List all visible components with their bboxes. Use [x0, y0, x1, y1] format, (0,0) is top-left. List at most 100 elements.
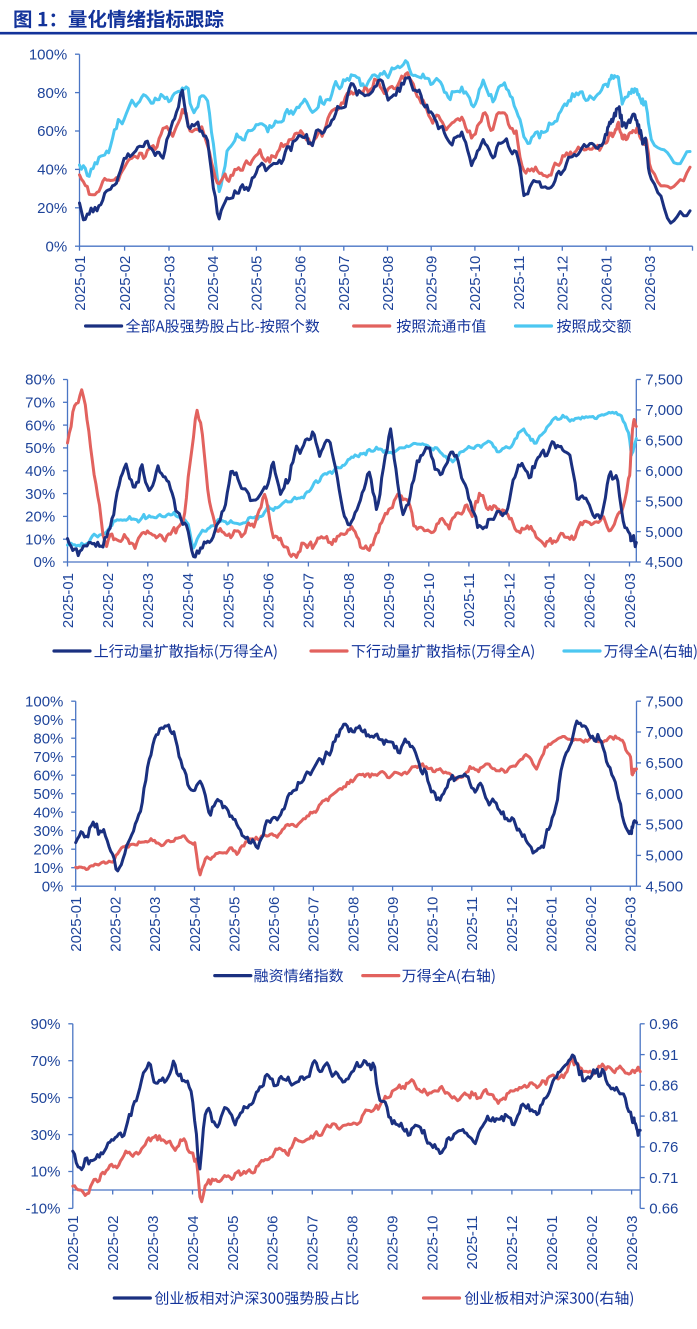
svg-text:2026-01: 2026-01	[544, 1216, 561, 1271]
svg-text:10%: 10%	[33, 860, 63, 877]
svg-text:2025-03: 2025-03	[145, 1216, 162, 1271]
svg-text:2025-12: 2025-12	[504, 1216, 521, 1271]
svg-text:2025-06: 2025-06	[261, 573, 278, 628]
svg-text:90%: 90%	[30, 1016, 60, 1033]
svg-text:0.76: 0.76	[649, 1139, 678, 1156]
svg-text:2026-02: 2026-02	[583, 897, 600, 952]
svg-text:2025-04: 2025-04	[180, 573, 197, 628]
svg-text:2025-06: 2025-06	[292, 256, 309, 311]
svg-text:2026-01: 2026-01	[542, 573, 559, 628]
svg-text:2025-09: 2025-09	[385, 897, 402, 952]
svg-text:100%: 100%	[25, 693, 63, 710]
svg-text:2025-07: 2025-07	[305, 1216, 322, 1271]
svg-text:2025-03: 2025-03	[161, 256, 178, 311]
svg-text:2025-03: 2025-03	[147, 897, 164, 952]
svg-text:2025-02: 2025-02	[108, 897, 125, 952]
svg-text:5,500: 5,500	[645, 493, 683, 510]
svg-text:7,000: 7,000	[646, 724, 684, 741]
svg-text:2025-10: 2025-10	[421, 573, 438, 628]
svg-text:2025-11: 2025-11	[464, 897, 481, 951]
svg-text:50%: 50%	[25, 440, 55, 457]
svg-text:2026-02: 2026-02	[582, 573, 599, 628]
svg-text:40%: 40%	[25, 463, 55, 480]
svg-text:6,500: 6,500	[645, 433, 683, 450]
svg-text:2026-03: 2026-03	[623, 897, 640, 952]
svg-text:2026-03: 2026-03	[642, 256, 659, 311]
svg-text:2025-11: 2025-11	[511, 256, 528, 310]
svg-text:2025-11: 2025-11	[464, 1216, 481, 1270]
svg-text:50%: 50%	[33, 786, 63, 803]
svg-text:2025-11: 2025-11	[461, 573, 478, 627]
svg-text:2025-06: 2025-06	[266, 897, 283, 952]
svg-text:2025-09: 2025-09	[384, 1216, 401, 1271]
svg-text:7,000: 7,000	[645, 402, 683, 419]
svg-text:0%: 0%	[34, 554, 56, 571]
svg-text:6,000: 6,000	[646, 786, 684, 803]
svg-text:5,000: 5,000	[645, 524, 683, 541]
svg-text:2025-07: 2025-07	[301, 573, 318, 628]
svg-text:2025-12: 2025-12	[555, 256, 572, 311]
svg-text:10%: 10%	[30, 1164, 60, 1181]
svg-text:7,500: 7,500	[645, 372, 683, 389]
svg-text:70%: 70%	[30, 1053, 60, 1070]
svg-text:50%: 50%	[30, 1090, 60, 1107]
svg-text:2025-08: 2025-08	[345, 1216, 362, 1271]
svg-text:0.81: 0.81	[649, 1108, 678, 1125]
svg-text:7,500: 7,500	[646, 693, 684, 710]
svg-text:2025-07: 2025-07	[306, 897, 323, 952]
svg-text:80%: 80%	[33, 730, 63, 747]
svg-text:2025-05: 2025-05	[225, 1216, 242, 1271]
svg-text:2026-01: 2026-01	[543, 897, 560, 952]
svg-text:-10%: -10%	[25, 1201, 60, 1218]
svg-text:4,500: 4,500	[645, 554, 683, 571]
svg-text:70%: 70%	[25, 395, 55, 412]
svg-text:2025-06: 2025-06	[265, 1216, 282, 1271]
svg-text:2025-10: 2025-10	[467, 256, 484, 311]
svg-text:0.66: 0.66	[649, 1201, 678, 1218]
svg-text:2025-05: 2025-05	[249, 256, 266, 311]
svg-text:30%: 30%	[30, 1127, 60, 1144]
svg-text:6,500: 6,500	[646, 755, 684, 772]
svg-text:2025-08: 2025-08	[345, 897, 362, 952]
svg-text:60%: 60%	[33, 767, 63, 784]
svg-text:2025-12: 2025-12	[501, 573, 518, 628]
svg-text:0.71: 0.71	[649, 1170, 678, 1187]
svg-text:20%: 20%	[33, 841, 63, 858]
svg-text:60%: 60%	[25, 417, 55, 434]
svg-text:0%: 0%	[46, 238, 68, 255]
svg-text:2025-02: 2025-02	[105, 1216, 122, 1271]
svg-text:4,500: 4,500	[646, 878, 684, 895]
svg-text:2025-01: 2025-01	[72, 256, 89, 311]
svg-text:80%: 80%	[37, 85, 67, 102]
svg-text:0.96: 0.96	[649, 1016, 678, 1033]
svg-text:40%: 40%	[37, 162, 67, 179]
svg-text:2025-09: 2025-09	[381, 573, 398, 628]
svg-text:0%: 0%	[42, 878, 64, 895]
svg-text:2025-03: 2025-03	[140, 573, 157, 628]
svg-text:2025-05: 2025-05	[220, 573, 237, 628]
svg-text:30%: 30%	[33, 823, 63, 840]
svg-text:5,500: 5,500	[646, 817, 684, 834]
svg-text:2025-12: 2025-12	[504, 897, 521, 952]
svg-text:2025-01: 2025-01	[60, 573, 77, 628]
svg-text:2025-02: 2025-02	[117, 256, 134, 311]
svg-text:30%: 30%	[25, 486, 55, 503]
svg-text:2025-05: 2025-05	[227, 897, 244, 952]
svg-text:70%: 70%	[33, 749, 63, 766]
svg-text:90%: 90%	[33, 712, 63, 729]
svg-text:2026-03: 2026-03	[622, 573, 639, 628]
svg-text:2025-08: 2025-08	[341, 573, 358, 628]
svg-text:2025-02: 2025-02	[100, 573, 117, 628]
svg-text:5,000: 5,000	[646, 848, 684, 865]
svg-text:2025-08: 2025-08	[380, 256, 397, 311]
svg-text:2025-09: 2025-09	[424, 256, 441, 311]
svg-text:100%: 100%	[29, 46, 67, 63]
svg-text:2025-10: 2025-10	[424, 1216, 441, 1271]
svg-text:80%: 80%	[25, 372, 55, 389]
svg-text:2025-10: 2025-10	[425, 897, 442, 952]
svg-text:20%: 20%	[37, 200, 67, 217]
svg-text:20%: 20%	[25, 509, 55, 526]
svg-text:10%: 10%	[25, 531, 55, 548]
svg-text:2025-01: 2025-01	[68, 897, 85, 952]
svg-text:40%: 40%	[33, 804, 63, 821]
